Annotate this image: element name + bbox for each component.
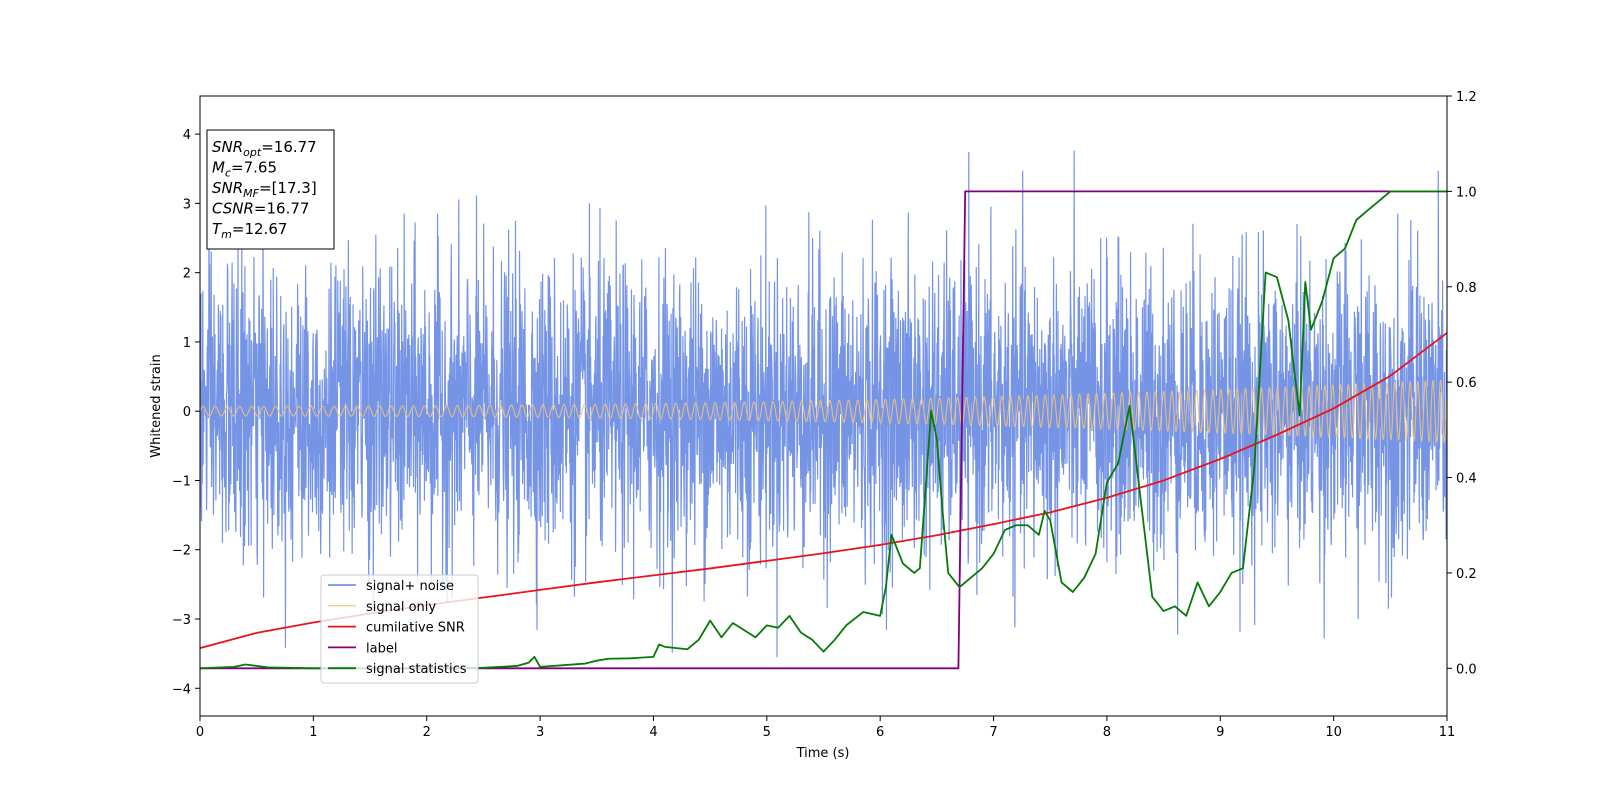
x-tick-label: 4: [649, 725, 657, 740]
y-tick-label-right: 0.6: [1456, 376, 1477, 391]
x-axis: 0 1 2 3 4 5 6 7 8 9 10 11: [196, 716, 1455, 740]
y-tick-label-right: 0.4: [1456, 472, 1477, 487]
stats-box-frame: [206, 129, 335, 250]
stats-line: SNRopt=16.77: [212, 138, 317, 159]
series-line-signal-only: [200, 379, 1447, 444]
plot-frame: [199, 95, 1448, 717]
legend: signal+ noise signal only cumilative SNR la…: [320, 574, 479, 684]
stats-box: SNRopt=16.77Mc=7.65SNRMF=[17.3]CSNR=16.7…: [206, 129, 335, 250]
series-line-signal-statistics: [200, 190, 1447, 670]
stats-line: Tm=12.67: [212, 220, 287, 241]
y-tick-label-left: −1: [172, 474, 191, 489]
series-line-label: [200, 190, 1447, 670]
x-tick-label: 2: [423, 725, 431, 740]
stats-line: SNRMF=[17.3]: [212, 179, 317, 200]
stats-line: Mc=7.65: [212, 159, 277, 180]
x-tick-label: 5: [763, 725, 771, 740]
legend-label-label: label: [366, 641, 397, 656]
y-axis-title: Whitened strain: [149, 354, 164, 457]
x-tick-label: 7: [989, 725, 997, 740]
x-tick-label: 6: [876, 725, 884, 740]
y-tick-label-left: −2: [172, 544, 191, 559]
y-tick-label-left: −3: [172, 613, 191, 628]
x-tick-label: 11: [1439, 725, 1456, 740]
x-tick-label: 8: [1103, 725, 1111, 740]
x-tick-label: 10: [1325, 725, 1342, 740]
legend-label-signal-only: signal only: [366, 600, 436, 615]
x-tick-label: 1: [309, 725, 317, 740]
y-tick-label-left: 3: [183, 197, 191, 212]
x-tick-label: 0: [196, 725, 204, 740]
series-line-signal-noise: [200, 150, 1447, 658]
legend-frame: [320, 574, 479, 684]
legend-label-signal-noise: signal+ noise: [366, 579, 454, 594]
y-tick-label-right: 0.8: [1456, 281, 1477, 296]
y-tick-label-right: 0.0: [1456, 662, 1477, 677]
y-axis-left: −4 −3 −2 −1 0 1 2 3 4: [172, 128, 200, 697]
y-tick-label-right: 0.2: [1456, 567, 1477, 582]
y-tick-label-left: 4: [183, 128, 191, 143]
y-axis-right: 0.0 0.2 0.4 0.6 0.8 1.0 1.2: [1447, 90, 1477, 677]
y-tick-label-left: 1: [183, 336, 191, 351]
legend-label-cumilative-snr: cumilative SNR: [366, 621, 465, 636]
x-axis-title: Time (s): [796, 746, 850, 761]
legend-label-signal-statistics: signal statistics: [366, 662, 467, 677]
y-tick-label-left: −4: [172, 682, 191, 697]
y-tick-label-left: 0: [183, 405, 191, 420]
y-tick-label-left: 2: [183, 267, 191, 282]
y-tick-label-right: 1.0: [1456, 185, 1477, 200]
stats-line: CSNR=16.77: [212, 200, 309, 218]
y-tick-label-right: 1.2: [1456, 90, 1477, 105]
x-tick-label: 9: [1216, 725, 1224, 740]
x-tick-label: 3: [536, 725, 544, 740]
